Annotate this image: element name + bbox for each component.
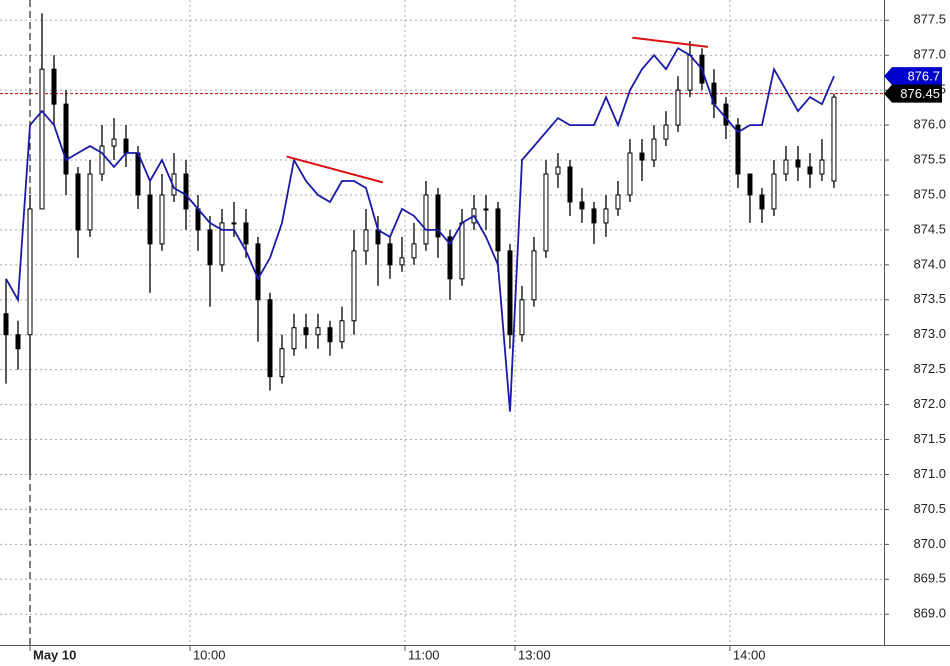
y-tick-label: 875.0: [913, 186, 946, 201]
x-tick-label: 11:00: [408, 647, 440, 662]
price-tag-label: 876.45: [900, 86, 940, 101]
candle-body: [591, 208, 597, 224]
price-tag: [884, 84, 942, 103]
candle-body: [399, 257, 405, 266]
candle-body: [243, 222, 249, 245]
candle-body: [555, 166, 561, 175]
y-tick-label: 870.5: [913, 501, 946, 516]
candle-body: [51, 68, 57, 105]
candle-body: [339, 320, 345, 343]
candle-body: [87, 173, 93, 231]
candle-body: [27, 208, 33, 336]
candle-body: [723, 103, 729, 126]
y-tick-label: 874.5: [913, 221, 946, 236]
y-tick-label: 875.5: [913, 151, 946, 166]
candle-body: [15, 334, 21, 350]
y-tick-label: 872.5: [913, 361, 946, 376]
candle-body: [387, 243, 393, 266]
y-tick-label: 877.5: [913, 12, 946, 27]
price-tag-label: 876.7: [907, 69, 940, 84]
candle-body: [75, 173, 81, 231]
y-tick-label: 873.5: [913, 291, 946, 306]
candle-body: [63, 103, 69, 175]
candle-body: [771, 173, 777, 210]
candle-body: [663, 124, 669, 140]
candle-body: [783, 159, 789, 175]
candle-body: [687, 54, 693, 91]
line-series: [5, 46, 835, 412]
candle-body: [495, 208, 501, 252]
candle-body: [279, 348, 285, 378]
candle-body: [231, 222, 237, 225]
price-tag: [884, 67, 942, 86]
candle-body: [255, 243, 261, 301]
candle-body: [747, 173, 753, 196]
candle-body: [483, 208, 489, 211]
candle-body: [435, 194, 441, 238]
trendline: [632, 36, 709, 48]
candle-body: [819, 159, 825, 175]
x-tick-label: May 10: [33, 647, 76, 662]
candle-body: [135, 152, 141, 196]
x-tick-label: 10:00: [193, 647, 226, 662]
candle-body: [363, 229, 369, 252]
x-tick-label: 13:00: [518, 647, 551, 662]
candle-body: [567, 166, 573, 203]
y-tick-label: 869.0: [913, 606, 946, 621]
candle-body: [675, 89, 681, 126]
candle-body: [519, 299, 525, 336]
y-tick-label: 869.5: [913, 571, 946, 586]
trendline: [286, 155, 384, 184]
candle-body: [459, 222, 465, 280]
candle-body: [423, 194, 429, 245]
candle-body: [615, 194, 621, 210]
y-tick-label: 874.0: [913, 256, 946, 271]
y-tick-label: 877.0: [913, 47, 946, 62]
candle-body: [183, 173, 189, 210]
y-tick-label: 872.0: [913, 396, 946, 411]
candle-body: [531, 250, 537, 301]
candle-body: [111, 138, 117, 147]
x-tick-label: 14:00: [733, 647, 766, 662]
y-tick-label: 870.0: [913, 536, 946, 551]
candle-body: [39, 68, 45, 210]
candle-body: [639, 152, 645, 161]
candle-body: [303, 327, 309, 336]
candle-body: [3, 313, 9, 336]
candle-body: [147, 194, 153, 245]
candle-body: [375, 229, 381, 245]
candle-body: [99, 145, 105, 175]
candle-body: [195, 208, 201, 231]
candle-body: [327, 327, 333, 343]
candle-body: [795, 159, 801, 168]
candle-body: [267, 299, 273, 378]
candle-body: [807, 166, 813, 175]
candle-body: [603, 208, 609, 224]
candle-body: [627, 152, 633, 196]
candle-body: [411, 243, 417, 259]
candle-body: [735, 124, 741, 175]
candle-body: [219, 222, 225, 266]
candle-body: [447, 236, 453, 280]
candle-body: [543, 173, 549, 252]
candle-body: [579, 201, 585, 210]
candle-body: [759, 194, 765, 210]
candle-body: [507, 250, 513, 336]
candle-body: [831, 96, 837, 182]
y-tick-label: 873.0: [913, 326, 946, 341]
candle-body: [651, 138, 657, 161]
y-tick-label: 871.0: [913, 466, 946, 481]
candle-body: [159, 194, 165, 245]
candle-body: [291, 327, 297, 350]
candle-body: [123, 138, 129, 154]
y-tick-label: 871.5: [913, 431, 946, 446]
candle-body: [315, 327, 321, 336]
candle-body: [207, 229, 213, 266]
y-tick-label: 876.0: [913, 117, 946, 132]
candle-body: [351, 250, 357, 322]
